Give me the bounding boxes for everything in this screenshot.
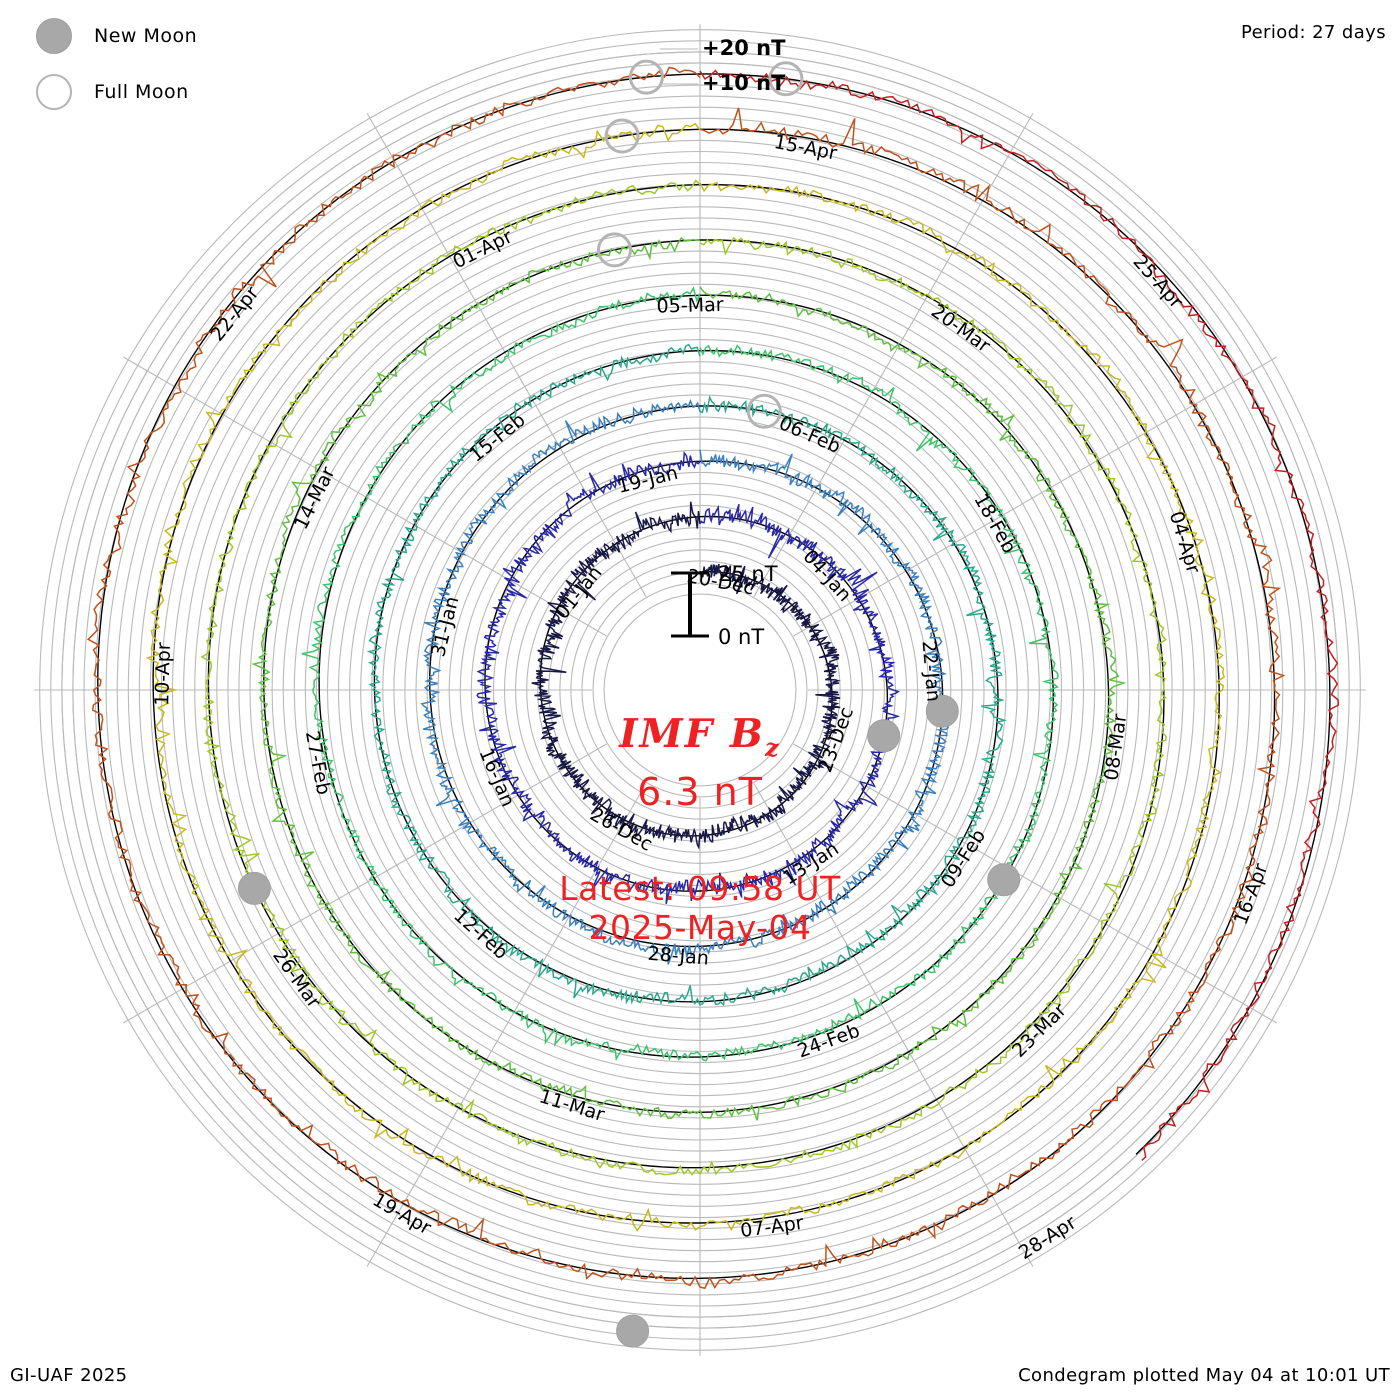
date-label: 19-Apr [369, 1189, 435, 1240]
trace-turn-4 [301, 286, 1059, 1062]
date-label: 25-Apr [1128, 251, 1187, 313]
trace-turn-9 [699, 69, 1340, 1161]
trace-turn-6 [200, 179, 1167, 1176]
trace-turn-0 [531, 501, 841, 850]
new-moon-marker [925, 694, 959, 728]
trace-turn-2 [420, 398, 952, 965]
full-moon-marker [628, 59, 664, 95]
full-moon-marker [768, 61, 804, 97]
date-label: 04-Apr [1165, 509, 1205, 576]
period-annotation: Period: 27 days [1240, 22, 1386, 43]
plotted-annotation: Condegram plotted May 04 at 10:01 UT [1018, 1365, 1390, 1386]
scale-bar: 25 nT 0 nT [671, 562, 778, 649]
date-label: 18-Feb [969, 490, 1020, 557]
date-label: 12-Feb [449, 904, 512, 964]
full-moon-marker [604, 118, 640, 154]
date-label: 20-Mar [927, 300, 994, 357]
date-label: 15-Apr [772, 131, 839, 165]
new-moon-marker [237, 871, 271, 905]
new-moon-marker [987, 863, 1021, 897]
full-moon-icon [36, 74, 72, 110]
legend-label-new-moon: New Moon [94, 25, 198, 47]
trace-turn-8 [86, 66, 1286, 1290]
full-moon-marker [746, 393, 782, 429]
moon-phase-legend: New Moon Full Moon [24, 8, 324, 120]
legend-item-full-moon: Full Moon [24, 64, 324, 120]
ring-tick-label: +10 nT [702, 71, 786, 95]
credit-annotation: GI-UAF 2025 [10, 1365, 128, 1386]
scale-bar-bottom-label: 0 nT [718, 625, 764, 649]
trace-turn-3 [366, 343, 1008, 1007]
date-label: 05-Mar [656, 294, 724, 318]
date-label: 24-Feb [794, 1020, 862, 1063]
date-label: 08-Mar [1100, 712, 1131, 781]
scale-bar-top-label: 25 nT [718, 562, 778, 586]
date-label: 28-Jan [647, 943, 710, 970]
date-label: 28-Apr [1015, 1211, 1081, 1264]
date-label: 11-Mar [537, 1085, 608, 1126]
moon-marker-layer [237, 59, 1021, 1348]
polar-grid-layer [34, 24, 1366, 1356]
new-moon-marker [616, 1314, 650, 1348]
new-moon-icon [36, 18, 72, 54]
date-label: 23-Dec [814, 704, 858, 775]
date-label: 22-Jan [918, 640, 945, 703]
legend-label-full-moon: Full Moon [94, 81, 189, 103]
date-label: 10-Apr [151, 642, 175, 706]
full-moon-marker [597, 232, 632, 268]
ring-tick-label-layer: +20 nT +10 nT [660, 36, 786, 95]
trace-turn-1 [476, 451, 901, 904]
trace-turn-7 [145, 122, 1226, 1232]
trace-turn-5 [251, 236, 1127, 1121]
data-trace-layer [86, 66, 1340, 1290]
date-label: 06-Feb [776, 412, 844, 458]
legend-item-new-moon: New Moon [24, 8, 324, 64]
date-label: 14-Mar [290, 463, 340, 533]
date-label: 07-Apr [739, 1212, 805, 1242]
date-label: 16-Apr [1230, 860, 1273, 927]
ring-tick-label: +20 nT [702, 36, 786, 60]
new-moon-marker [867, 719, 901, 753]
